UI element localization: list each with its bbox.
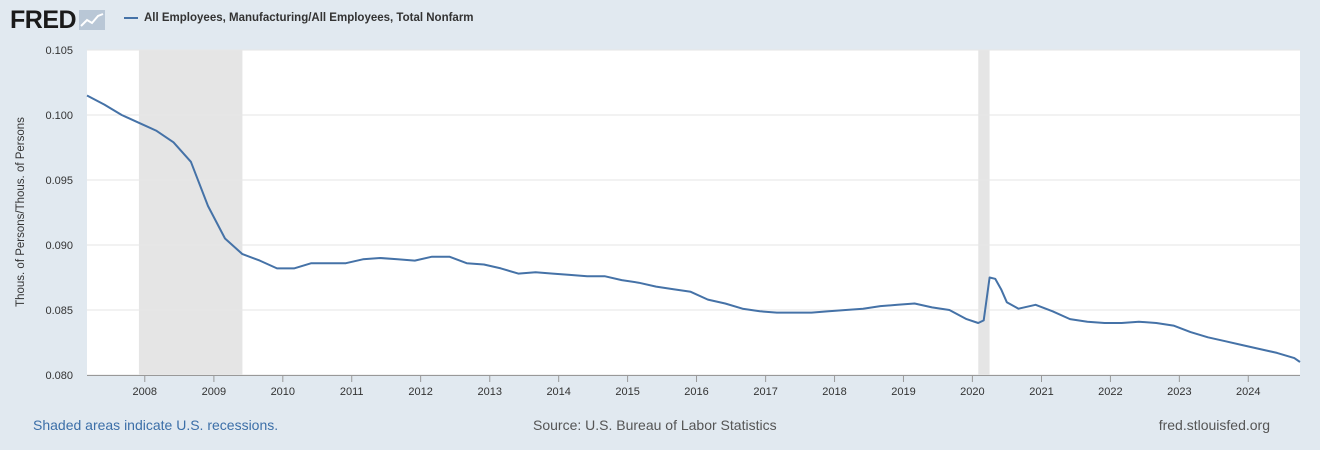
- x-tick-label: 2012: [408, 386, 432, 398]
- x-tick-label: 2009: [202, 386, 226, 398]
- recession-note-link[interactable]: Shaded areas indicate U.S. recessions.: [33, 417, 279, 433]
- y-axis-ticks: 0.080 0.085 0.090 0.095 0.100 0.105: [45, 45, 73, 382]
- recession-band-2: [978, 50, 990, 375]
- legend-swatch: [124, 17, 138, 19]
- x-tick-label: 2018: [822, 386, 846, 398]
- x-tick-label: 2024: [1236, 386, 1260, 398]
- y-tick-label: 0.090: [45, 240, 73, 252]
- x-tick-label: 2013: [478, 386, 502, 398]
- y-tick-label: 0.100: [45, 110, 73, 122]
- x-tick-label: 2017: [753, 386, 777, 398]
- x-tick-label: 2008: [133, 386, 157, 398]
- x-tick-label: 2023: [1167, 386, 1191, 398]
- fred-logo-text: FRED: [10, 5, 77, 34]
- x-tick-label: 2021: [1029, 386, 1053, 398]
- series-lines: [86, 94, 1301, 363]
- y-axis-label: Thous. of Persons/Thous. of Persons: [15, 117, 27, 307]
- y-tick-label: 0.095: [45, 175, 73, 187]
- legend-label: All Employees, Manufacturing/All Employe…: [144, 12, 474, 24]
- fred-logo[interactable]: FRED: [10, 5, 106, 34]
- fred-chart-icon: [79, 10, 106, 30]
- source-note: Source: U.S. Bureau of Labor Statistics: [533, 417, 777, 433]
- series-line-1: [86, 94, 1301, 363]
- x-tick-label: 2010: [271, 386, 295, 398]
- x-tick-label: 2011: [340, 386, 364, 398]
- y-tick-label: 0.085: [45, 305, 73, 317]
- plot-area: [87, 50, 1300, 375]
- site-url[interactable]: fred.stlouisfed.org: [1158, 417, 1270, 433]
- x-axis-ticks: 2008 2009 2010 2011 2012 2013 2014 2015 2016 2017…: [87, 375, 1300, 398]
- chart-legend: All Employees, Manufacturing/All Employe…: [124, 12, 474, 24]
- x-tick-label: 2019: [891, 386, 915, 398]
- recession-band-1: [138, 50, 243, 375]
- x-tick-label: 2022: [1098, 386, 1122, 398]
- x-tick-label: 2014: [546, 386, 570, 398]
- x-tick-label: 2015: [615, 386, 639, 398]
- recession-bands: [138, 50, 990, 375]
- y-tick-label: 0.105: [45, 45, 73, 57]
- y-tick-label: 0.080: [45, 370, 73, 382]
- x-tick-label: 2020: [960, 386, 984, 398]
- x-tick-label: 2016: [684, 386, 708, 398]
